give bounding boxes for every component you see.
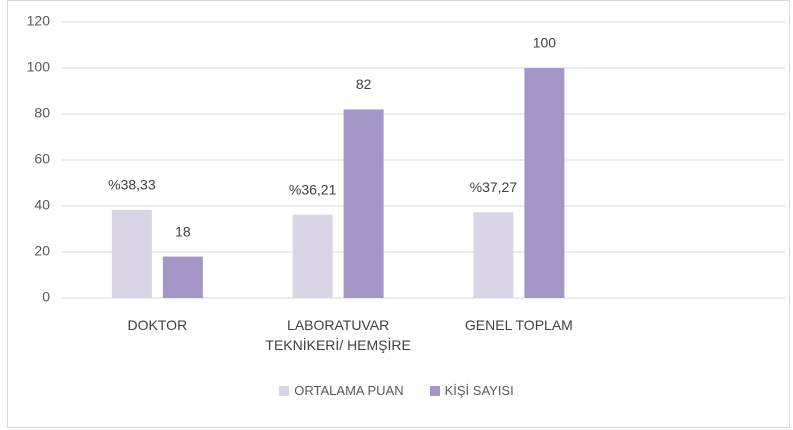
legend: ORTALAMA PUAN KİŞİ SAYISI <box>0 383 793 398</box>
bar <box>111 209 152 298</box>
legend-item: ORTALAMA PUAN <box>279 383 404 398</box>
y-tick-label: 120 <box>27 13 51 29</box>
data-label: %36,21 <box>289 181 337 197</box>
y-tick-label: 100 <box>27 59 51 75</box>
legend-item: KİŞİ SAYISI <box>429 383 514 398</box>
bar <box>162 256 203 298</box>
y-tick-label: 0 <box>42 289 50 305</box>
chart-frame <box>7 0 790 428</box>
y-tick-label: 60 <box>34 151 50 167</box>
bar <box>524 68 565 298</box>
y-tick-label: 80 <box>34 105 50 121</box>
data-label: 100 <box>533 35 557 51</box>
data-label: 82 <box>356 76 372 92</box>
x-tick-label: GENEL TOPLAM <box>464 317 573 333</box>
bar <box>473 212 514 298</box>
x-tick-label: LABORATUVAR TEKNİKERİ/ HEMŞİRE <box>265 317 411 353</box>
bar <box>343 109 384 299</box>
data-label: 18 <box>175 223 191 239</box>
legend-swatch <box>429 386 440 396</box>
legend-swatch <box>279 386 290 396</box>
bar <box>292 214 333 298</box>
legend-label: KİŞİ SAYISI <box>444 383 514 398</box>
legend-label: ORTALAMA PUAN <box>294 383 404 398</box>
data-label: %37,27 <box>470 179 518 195</box>
y-tick-label: 40 <box>34 197 50 213</box>
data-label: %38,33 <box>108 177 156 193</box>
x-tick-label: DOKTOR <box>127 317 188 333</box>
y-tick-label: 20 <box>34 243 50 259</box>
